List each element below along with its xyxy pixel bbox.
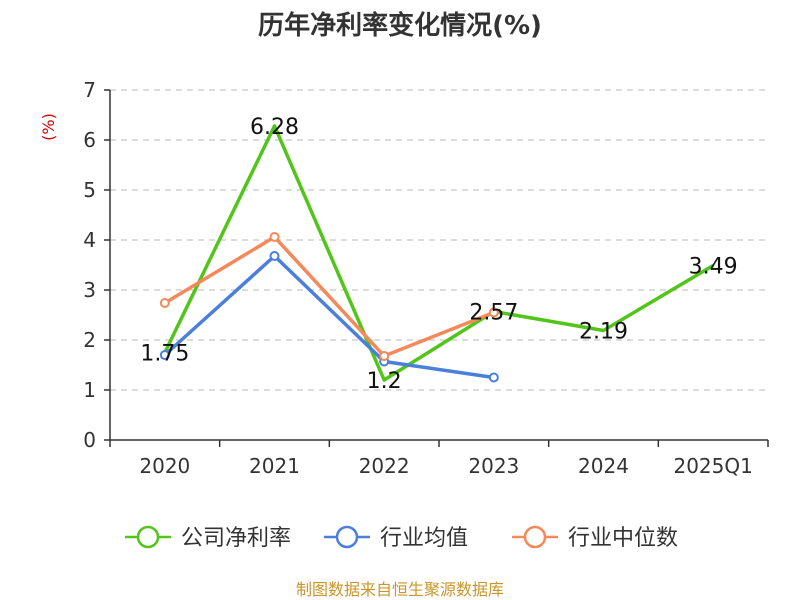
data-labels: 1.75 6.28 1.2 2.57 2.19 3.49: [140, 115, 737, 394]
data-point: [159, 298, 170, 308]
chart-title: 历年净利率变化情况(%): [258, 10, 542, 41]
legend-label: 行业均值: [380, 526, 468, 551]
data-label: 1.2: [367, 369, 402, 394]
y-tick-label: 6: [83, 128, 96, 152]
data-label: 6.28: [250, 115, 299, 140]
data-point: [379, 351, 390, 361]
data-label: 2.19: [579, 320, 628, 345]
legend-label: 行业中位数: [568, 526, 678, 551]
y-axis-label: (%): [39, 113, 58, 141]
legend-item-1: 公司净利率: [125, 525, 291, 551]
legend-marker: [523, 525, 547, 549]
y-tick-label: 7: [83, 78, 96, 102]
data-point: [488, 307, 499, 318]
legend-marker: [136, 525, 160, 549]
axes: 0 1 2 3 4 5 6 7 2020 2021 2022 2023 2024 2025Q1: [83, 78, 769, 478]
legend: 公司净利率 行业均值 行业中位数: [125, 525, 678, 551]
legend-label: 公司净利率: [181, 526, 291, 551]
y-tick-label: 5: [83, 178, 96, 202]
legend-item-3: 行业中位数: [512, 525, 678, 551]
x-tick-label: 2021: [249, 454, 300, 478]
y-tick-label: 1: [83, 378, 96, 402]
data-point: [159, 350, 170, 360]
data-label: 2.57: [469, 301, 518, 326]
series-layer: [159, 124, 715, 383]
series-line: [163, 235, 495, 358]
y-tick-label: 0: [83, 428, 96, 452]
series-1: [163, 124, 715, 382]
data-point: [269, 232, 280, 242]
series-2: [159, 251, 499, 383]
series-3: [159, 232, 499, 361]
data-point: [269, 251, 280, 261]
legend-marker: [335, 525, 359, 549]
legend-item-2: 行业均值: [324, 525, 468, 551]
source-note: 制图数据来自恒生聚源数据库: [296, 580, 504, 599]
y-tick-label: 4: [83, 228, 96, 252]
data-label: 3.49: [689, 255, 738, 280]
series-line: [163, 124, 715, 382]
x-tick-label: 2020: [139, 454, 190, 478]
x-tick-label: 2025Q1: [673, 454, 752, 478]
y-tick-label: 3: [83, 278, 96, 302]
x-tick-label: 2024: [578, 454, 629, 478]
data-point: [488, 372, 499, 383]
data-label: 1.75: [140, 342, 189, 367]
series-line: [163, 254, 495, 380]
x-tick-label: 2023: [468, 454, 519, 478]
y-tick-label: 2: [83, 328, 96, 352]
x-tick-label: 2022: [359, 454, 410, 478]
